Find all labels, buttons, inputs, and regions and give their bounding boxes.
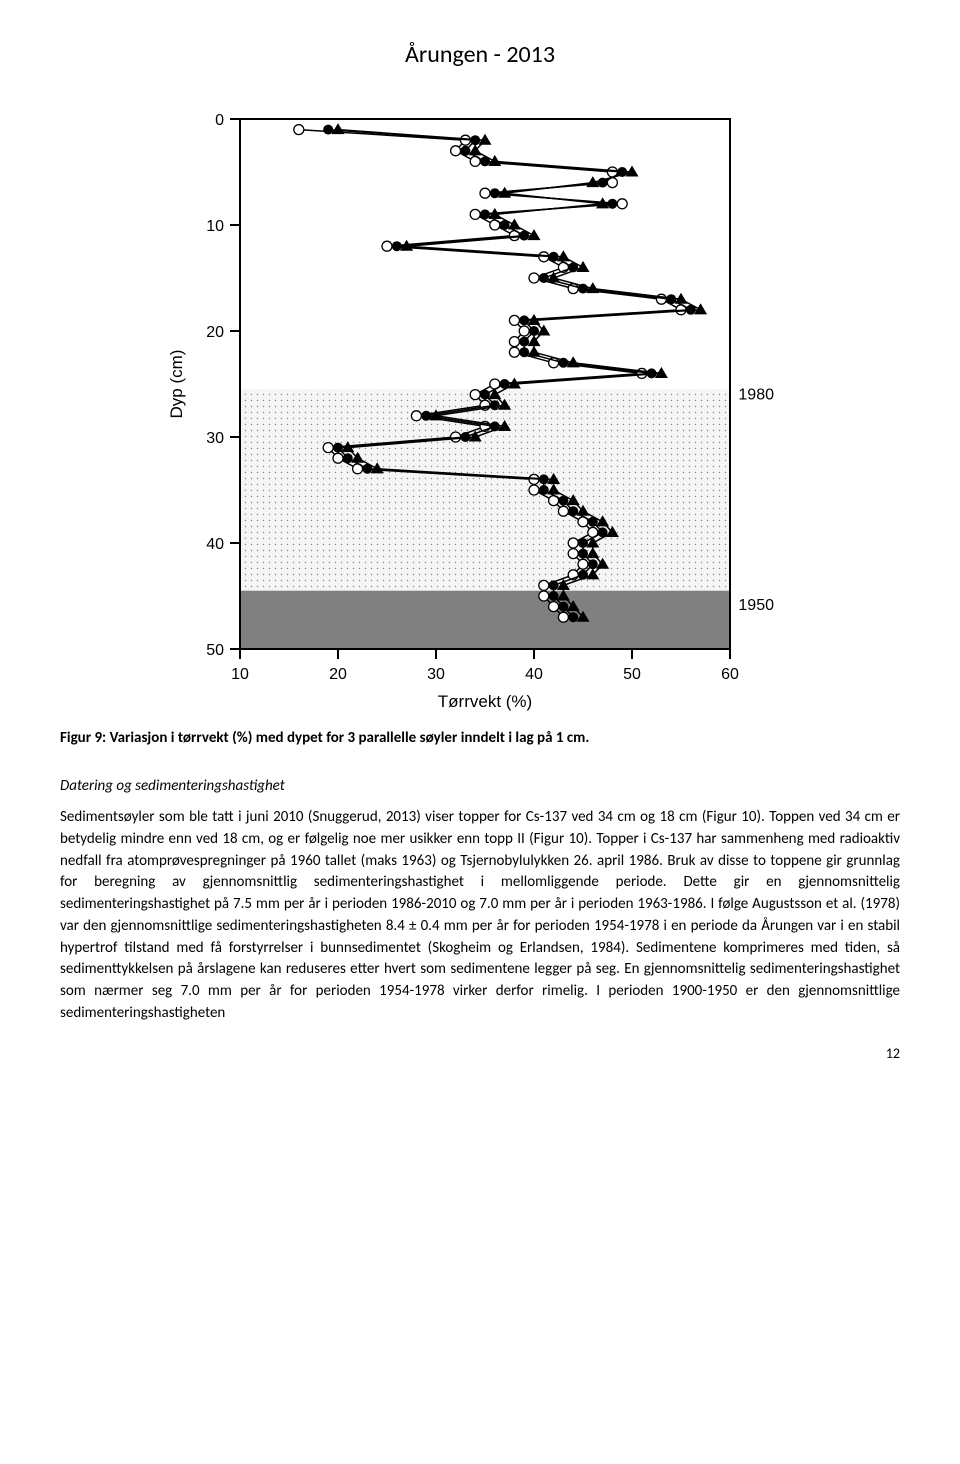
svg-text:10: 10 bbox=[231, 666, 249, 683]
svg-text:30: 30 bbox=[427, 666, 445, 683]
chart-figure: 10 20 30 40 50 60 0 10 20 30 40 50 Tørrvekt (%) Dyp (… bbox=[160, 99, 800, 719]
section-heading: Datering og sedimenteringshastighet bbox=[60, 777, 900, 795]
svg-text:50: 50 bbox=[206, 642, 224, 659]
svg-text:30: 30 bbox=[206, 430, 224, 447]
svg-text:50: 50 bbox=[623, 666, 641, 683]
svg-text:10: 10 bbox=[206, 218, 224, 235]
svg-text:60: 60 bbox=[721, 666, 739, 683]
svg-text:40: 40 bbox=[206, 536, 224, 553]
page-number: 12 bbox=[60, 1045, 900, 1062]
svg-text:20: 20 bbox=[329, 666, 347, 683]
svg-text:40: 40 bbox=[525, 666, 543, 683]
svg-text:1950: 1950 bbox=[738, 597, 774, 614]
svg-text:20: 20 bbox=[206, 324, 224, 341]
svg-text:Tørrvekt (%): Tørrvekt (%) bbox=[438, 692, 532, 711]
figure-caption: Figur 9: Variasjon i tørrvekt (%) med dy… bbox=[60, 729, 900, 747]
svg-text:0: 0 bbox=[215, 112, 224, 129]
svg-text:Dyp (cm): Dyp (cm) bbox=[167, 350, 186, 419]
body-paragraph: Sedimentsøyler som ble tatt i juni 2010 … bbox=[60, 807, 900, 1025]
page-title: Årungen - 2013 bbox=[60, 40, 900, 69]
svg-text:1980: 1980 bbox=[738, 386, 774, 403]
